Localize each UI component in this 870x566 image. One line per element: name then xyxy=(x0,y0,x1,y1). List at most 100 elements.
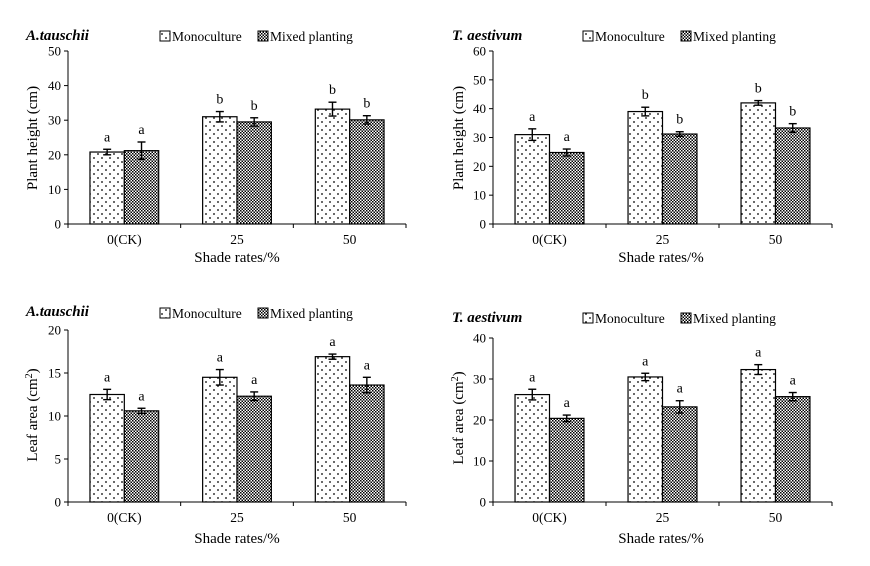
significance-letter: a xyxy=(138,389,145,404)
y-tick-label: 10 xyxy=(48,182,61,197)
legend-swatch-mixed-planting xyxy=(257,307,269,319)
legend: Monoculture Mixed planting xyxy=(159,29,353,44)
chart-title: A.tauschii xyxy=(25,28,90,44)
x-axis-label: Shade rates/% xyxy=(194,250,279,266)
bar-mixed-planting xyxy=(349,119,385,225)
legend: Monoculture Mixed planting xyxy=(582,29,776,44)
legend-label-mixed-planting: Mixed planting xyxy=(270,29,353,44)
bar-mixed-planting xyxy=(236,121,272,225)
y-tick-label: 60 xyxy=(473,44,486,59)
legend-swatch-mixed-planting xyxy=(680,30,692,42)
significance-letter: b xyxy=(363,97,370,112)
x-axis-label: Shade rates/% xyxy=(618,531,703,547)
bar-monoculture xyxy=(627,376,664,503)
significance-letter: b xyxy=(216,93,223,108)
chart-title: T. aestivum xyxy=(452,28,522,44)
significance-letter: a xyxy=(529,370,536,385)
bar-monoculture xyxy=(202,376,238,503)
legend-swatch-monoculture xyxy=(159,30,171,42)
legend: Monoculture Mixed planting xyxy=(159,306,353,321)
bar-mixed-planting xyxy=(661,133,698,225)
x-tick-label: 50 xyxy=(769,232,783,247)
significance-letter: a xyxy=(677,382,684,397)
x-tick-label: 25 xyxy=(230,232,244,247)
legend: Monoculture Mixed planting xyxy=(582,311,776,326)
bar-mixed-planting xyxy=(661,406,698,503)
chart-panel-4: T. aestivum Monoculture Mixed planting L… xyxy=(450,310,833,547)
y-tick-label: 20 xyxy=(48,323,61,338)
significance-letter: b xyxy=(642,88,649,103)
significance-letter: a xyxy=(364,358,371,373)
x-tick-label: 0(CK) xyxy=(107,510,142,525)
y-axis-label: Leaf area (cm2) xyxy=(24,368,41,461)
bar-mixed-planting xyxy=(236,395,272,503)
significance-letter: a xyxy=(755,346,762,361)
y-tick-label: 40 xyxy=(48,78,61,93)
legend-swatch-mixed-planting xyxy=(257,30,269,42)
significance-letter: a xyxy=(138,123,145,138)
x-tick-label: 25 xyxy=(656,232,670,247)
x-tick-label: 25 xyxy=(230,510,244,525)
x-tick-label: 50 xyxy=(769,510,783,525)
bar-mixed-planting xyxy=(774,127,811,225)
significance-letter: a xyxy=(642,354,649,369)
significance-letter: a xyxy=(251,373,258,388)
plot-area: 0 10 20 30 40 0(CK) a a 25 a a 50 a a xyxy=(473,331,833,525)
y-axis-label: Plant height (cm) xyxy=(25,86,41,190)
y-tick-label: 30 xyxy=(473,372,486,387)
y-axis-label: Leaf area (cm2) xyxy=(450,371,467,464)
x-tick-label: 0(CK) xyxy=(532,232,567,247)
chart-panel-3: A.tauschii Monoculture Mixed planting Le… xyxy=(24,304,407,547)
plot-area: 0 5 10 15 20 0(CK) a a 25 a a 50 a a xyxy=(48,323,407,525)
significance-letter: a xyxy=(104,130,111,145)
significance-letter: b xyxy=(755,82,762,97)
bar-mixed-planting xyxy=(548,417,585,503)
bar-monoculture xyxy=(627,110,664,225)
bar-monoculture xyxy=(740,368,777,503)
legend-label-mixed-planting: Mixed planting xyxy=(693,29,776,44)
significance-letter: b xyxy=(251,99,258,114)
x-tick-label: 50 xyxy=(343,510,357,525)
bar-monoculture xyxy=(89,393,125,503)
legend-label-monoculture: Monoculture xyxy=(595,29,665,44)
significance-letter: a xyxy=(790,374,797,389)
legend-swatch-mixed-planting xyxy=(680,312,692,324)
significance-letter: a xyxy=(104,370,111,385)
x-tick-label: 50 xyxy=(343,232,357,247)
x-tick-label: 0(CK) xyxy=(107,232,142,247)
y-tick-label: 15 xyxy=(48,366,61,381)
y-tick-label: 0 xyxy=(55,495,62,510)
significance-letter: a xyxy=(329,335,336,350)
y-tick-label: 40 xyxy=(473,331,486,346)
chart-panel-1: A.tauschii Monoculture Mixed planting Pl… xyxy=(25,28,407,266)
bar-monoculture xyxy=(314,356,351,503)
bar-monoculture xyxy=(514,393,551,503)
y-tick-label: 20 xyxy=(473,159,486,174)
significance-letter: a xyxy=(529,110,536,125)
bar-mixed-planting xyxy=(123,150,160,225)
bar-mixed-planting xyxy=(123,410,160,503)
y-tick-label: 30 xyxy=(48,113,61,128)
x-axis-label: Shade rates/% xyxy=(618,250,703,266)
y-tick-label: 10 xyxy=(48,409,61,424)
significance-letter: a xyxy=(564,130,571,145)
bar-mixed-planting xyxy=(349,384,385,503)
bar-monoculture xyxy=(89,151,125,225)
legend-label-mixed-planting: Mixed planting xyxy=(270,306,353,321)
y-tick-label: 0 xyxy=(55,217,62,232)
x-tick-label: 0(CK) xyxy=(532,510,567,525)
y-tick-label: 0 xyxy=(480,217,487,232)
y-tick-label: 10 xyxy=(473,188,486,203)
legend-label-monoculture: Monoculture xyxy=(595,311,665,326)
y-tick-label: 5 xyxy=(55,452,62,467)
bar-monoculture xyxy=(202,116,238,225)
y-tick-label: 10 xyxy=(473,454,486,469)
legend-swatch-monoculture xyxy=(582,30,594,42)
significance-letter: a xyxy=(564,396,571,411)
significance-letter: b xyxy=(789,105,796,120)
plot-area: 0 10 20 30 40 50 60 0(CK) a a 25 b b 50 b b xyxy=(473,44,833,247)
chart-title: A.tauschii xyxy=(25,304,90,320)
significance-letter: a xyxy=(217,351,224,366)
y-tick-label: 40 xyxy=(473,101,486,116)
